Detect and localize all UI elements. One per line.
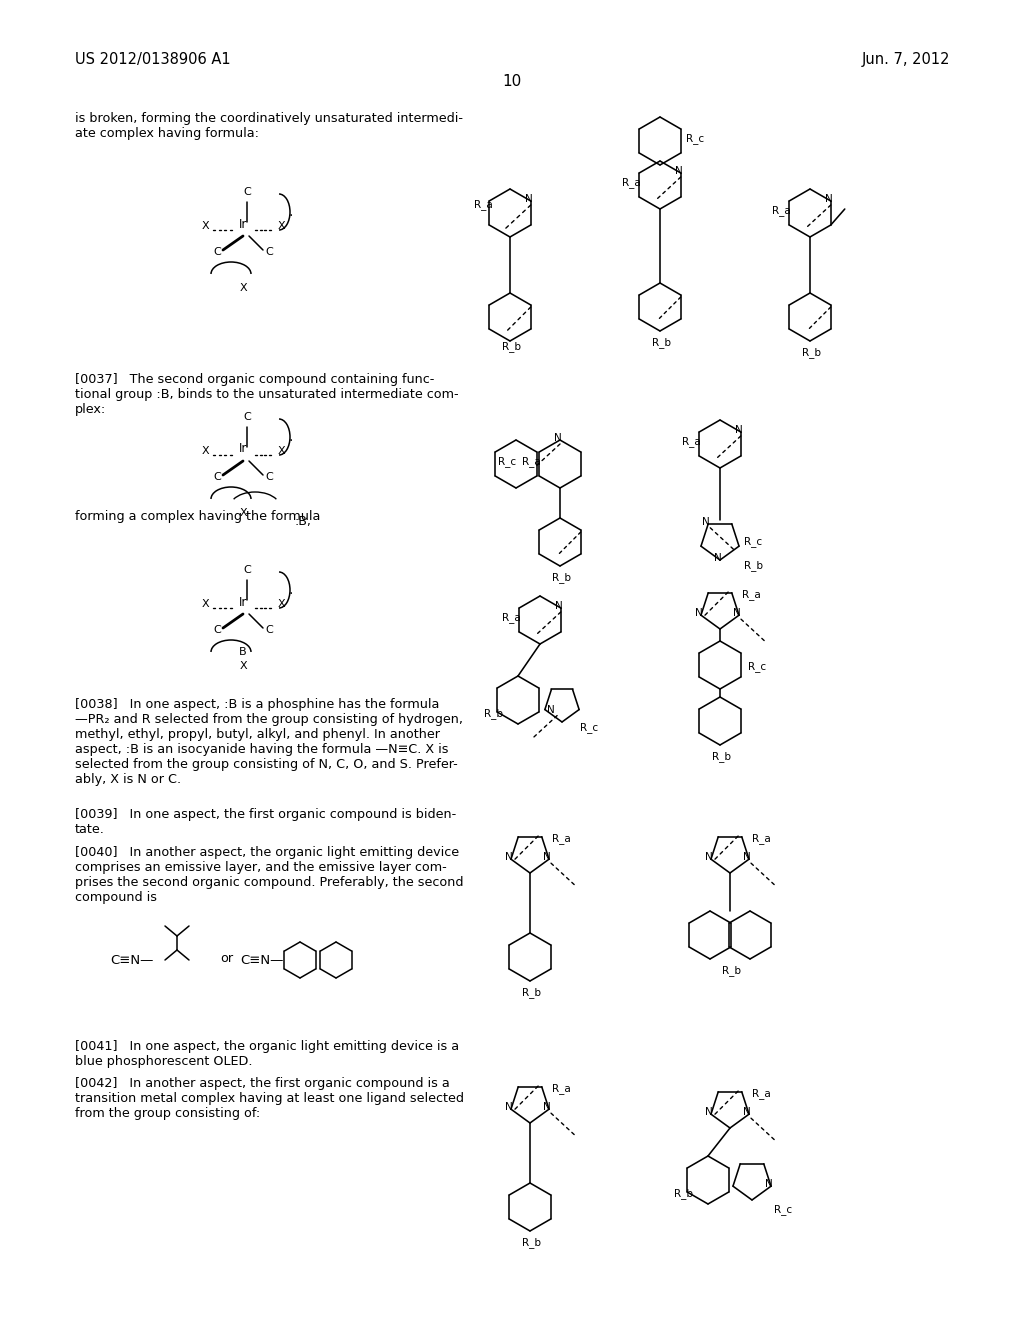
Text: R_c: R_c [580,722,598,733]
Text: X: X [278,446,285,455]
Text: B: B [240,647,247,657]
Text: C: C [213,247,221,257]
Text: [0040]   In another aspect, the organic light emitting device
comprises an emiss: [0040] In another aspect, the organic li… [75,846,464,904]
Text: .: . [289,583,293,597]
Text: Jun. 7, 2012: Jun. 7, 2012 [861,51,950,67]
Text: N: N [735,425,742,436]
Text: [0037]   The second organic compound containing func-
tional group :B, binds to : [0037] The second organic compound conta… [75,374,459,416]
Text: C: C [213,473,221,482]
Text: :B,: :B, [295,515,312,528]
Text: R_b: R_b [652,337,671,348]
Text: N: N [525,194,532,205]
Text: X: X [278,599,285,609]
Text: R_a: R_a [552,833,570,843]
Text: N: N [702,517,710,527]
Text: Ir: Ir [239,442,248,455]
Text: Ir: Ir [239,218,248,231]
Text: N: N [543,1102,551,1113]
Text: [0042]   In another aspect, the first organic compound is a
transition metal com: [0042] In another aspect, the first orga… [75,1077,464,1119]
Text: R_b: R_b [712,751,731,762]
Text: C: C [213,624,221,635]
Text: C: C [265,473,272,482]
Text: R_a: R_a [772,205,791,216]
Text: N: N [554,433,562,444]
Text: R_a: R_a [752,833,771,843]
Text: C≡N—: C≡N— [240,953,284,966]
Text: R_b: R_b [802,347,821,358]
Text: R_c: R_c [686,133,705,144]
Text: X: X [201,220,209,231]
Text: C: C [243,565,251,576]
Text: X: X [201,446,209,455]
Text: X: X [240,282,247,293]
Text: N: N [706,1107,713,1117]
Text: C: C [265,247,272,257]
Text: N: N [505,1102,513,1113]
Text: N: N [825,194,833,205]
Text: is broken, forming the coordinatively unsaturated intermedi-
ate complex having : is broken, forming the coordinatively un… [75,112,463,140]
Text: or: or [220,952,233,965]
Text: R_a: R_a [522,455,541,467]
Text: N: N [765,1179,773,1189]
Text: C: C [243,187,251,197]
Text: R_c: R_c [748,661,766,672]
Text: R_c: R_c [744,536,762,546]
Text: N: N [743,853,751,862]
Text: [0039]   In one aspect, the first organic compound is biden-
tate.: [0039] In one aspect, the first organic … [75,808,457,836]
Text: R_b: R_b [744,560,763,572]
Text: [0038]   In one aspect, :B is a phosphine has the formula
—PR₂ and R selected fr: [0038] In one aspect, :B is a phosphine … [75,698,463,785]
Text: N: N [555,601,562,611]
Text: N: N [743,1107,751,1117]
Text: R_c: R_c [774,1204,793,1214]
Text: R_a: R_a [502,612,521,623]
Text: R_b: R_b [502,342,521,352]
Text: N: N [714,553,722,564]
Text: US 2012/0138906 A1: US 2012/0138906 A1 [75,51,230,67]
Text: R_a: R_a [742,589,761,599]
Text: N: N [675,166,683,176]
Text: R_a: R_a [552,1082,570,1094]
Text: N: N [547,705,555,714]
Text: N: N [706,853,713,862]
Text: 10: 10 [503,74,521,88]
Text: R_b: R_b [484,708,503,719]
Text: R_b: R_b [522,987,541,998]
Text: X: X [278,220,285,231]
Text: forming a complex having the formula: forming a complex having the formula [75,510,321,523]
Text: R_c: R_c [498,455,516,467]
Text: X: X [240,508,247,517]
Text: N: N [543,853,551,862]
Text: R_b: R_b [522,1237,541,1247]
Text: X: X [240,661,247,671]
Text: Ir: Ir [239,595,248,609]
Text: N: N [695,609,702,618]
Text: .: . [289,205,293,219]
Text: R_a: R_a [622,177,641,187]
Text: X: X [201,599,209,609]
Text: .: . [289,430,293,444]
Text: [0041]   In one aspect, the organic light emitting device is a
blue phosphoresce: [0041] In one aspect, the organic light … [75,1040,459,1068]
Text: R_a: R_a [752,1088,771,1100]
Text: C: C [243,412,251,422]
Text: C: C [265,624,272,635]
Text: N: N [733,609,741,618]
Text: R_a: R_a [474,199,493,210]
Text: R_b: R_b [552,572,571,583]
Text: R_a: R_a [682,436,700,447]
Text: R_b: R_b [674,1188,693,1199]
Text: N: N [505,853,513,862]
Text: C≡N—: C≡N— [110,953,154,966]
Text: R_b: R_b [722,965,741,975]
